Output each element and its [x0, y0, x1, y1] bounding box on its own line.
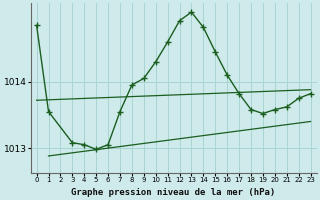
X-axis label: Graphe pression niveau de la mer (hPa): Graphe pression niveau de la mer (hPa) — [71, 188, 276, 197]
